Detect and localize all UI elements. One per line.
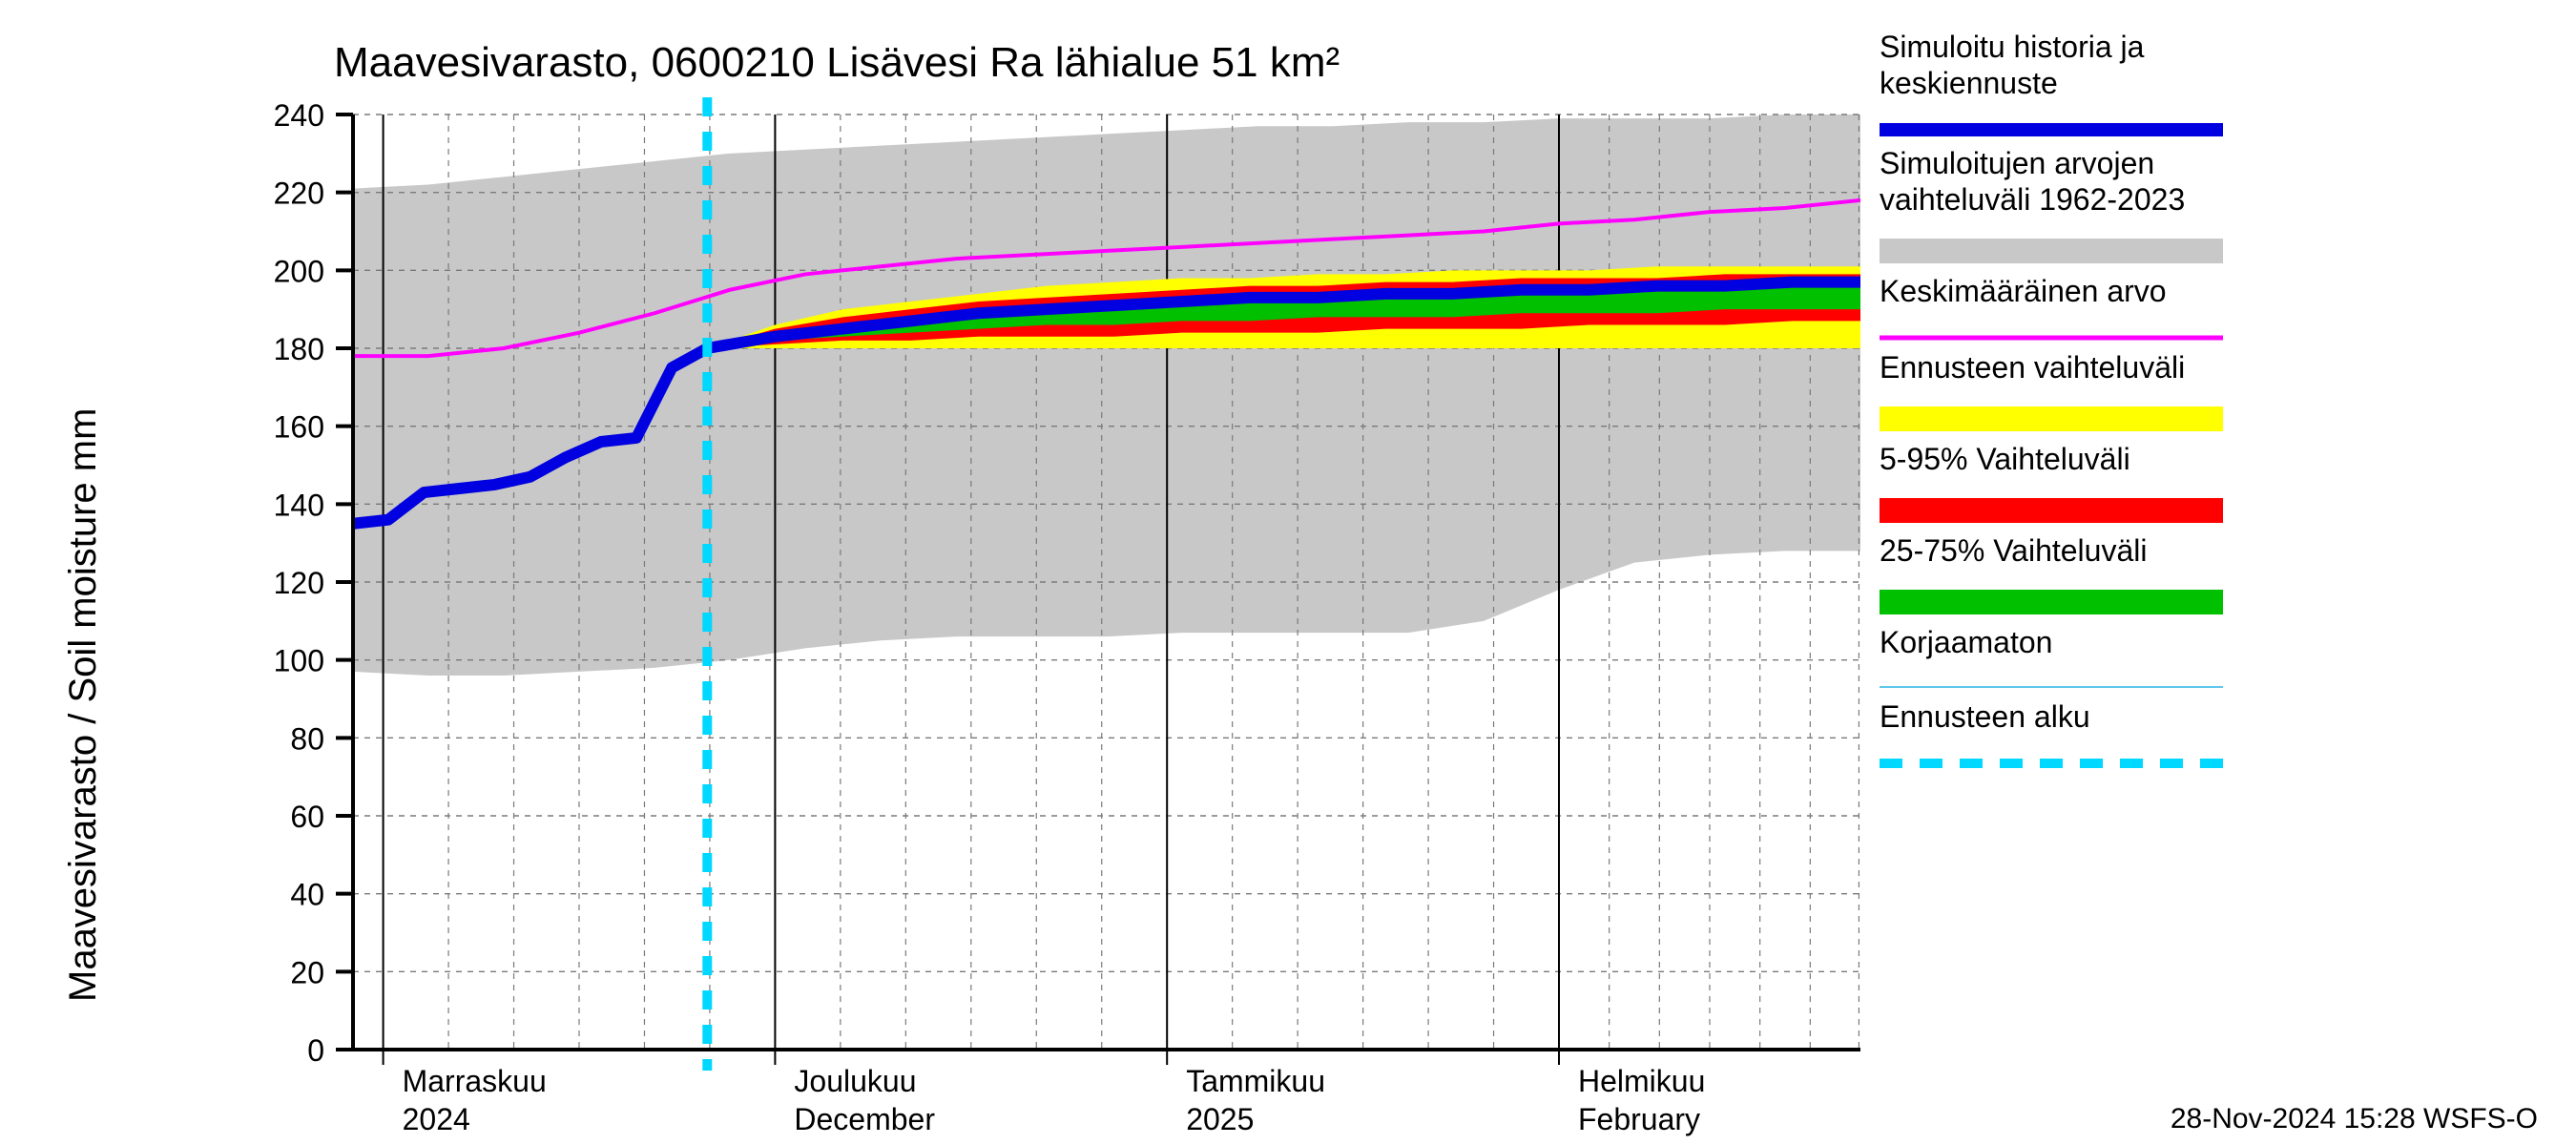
legend-label: Korjaamaton <box>1880 625 2052 659</box>
xlabel-bottom: February <box>1578 1102 1700 1136</box>
ytick-label: 240 <box>274 98 324 133</box>
ytick-label: 40 <box>290 878 324 912</box>
xlabel-top: Tammikuu <box>1186 1064 1325 1098</box>
ytick-label: 100 <box>274 644 324 678</box>
legend-label: Ennusteen alku <box>1880 699 2090 734</box>
ytick-label: 0 <box>307 1033 324 1068</box>
ytick-label: 140 <box>274 488 324 522</box>
legend-label: Ennusteen vaihteluväli <box>1880 350 2185 385</box>
legend-label: Simuloitu historia ja <box>1880 30 2145 64</box>
ytick-label: 60 <box>290 800 324 834</box>
legend-label: 25-75% Vaihteluväli <box>1880 533 2147 568</box>
legend-swatch <box>1880 406 2223 431</box>
ytick-label: 200 <box>274 254 324 288</box>
chart-svg: 0 20 40 60 80 100 120 140 160 180 200 220 240 Marrask… <box>0 0 2576 1145</box>
xlabel-top: Joulukuu <box>794 1064 916 1098</box>
y-axis-label: Maavesivarasto / Soil moisture mm <box>62 408 104 1002</box>
legend-label: Keskimääräinen arvo <box>1880 274 2167 308</box>
legend-swatch <box>1880 498 2223 523</box>
footer-timestamp: 28-Nov-2024 15:28 WSFS-O <box>2171 1103 2538 1135</box>
legend-label: 5-95% Vaihteluväli <box>1880 442 2130 476</box>
xlabel-top: Marraskuu <box>403 1064 547 1098</box>
ytick-label: 220 <box>274 177 324 211</box>
chart-title: Maavesivarasto, 0600210 Lisävesi Ra lähi… <box>334 39 1340 86</box>
ytick-label: 20 <box>290 955 324 989</box>
legend-label: Simuloitujen arvojen <box>1880 146 2154 180</box>
xlabel-bottom: 2025 <box>1186 1102 1254 1136</box>
xlabel-top: Helmikuu <box>1578 1064 1705 1098</box>
legend-label: keskiennuste <box>1880 66 2058 100</box>
chart-container: 0 20 40 60 80 100 120 140 160 180 200 220 240 Marrask… <box>0 0 2576 1145</box>
legend-swatch <box>1880 590 2223 614</box>
xlabel-bottom: 2024 <box>403 1102 470 1136</box>
ytick-label: 120 <box>274 566 324 600</box>
legend-label: vaihteluväli 1962-2023 <box>1880 182 2185 217</box>
ytick-label: 80 <box>290 721 324 756</box>
legend-swatch <box>1880 239 2223 263</box>
xlabel-bottom: December <box>794 1102 935 1136</box>
ytick-label: 180 <box>274 332 324 366</box>
ytick-label: 160 <box>274 410 324 445</box>
